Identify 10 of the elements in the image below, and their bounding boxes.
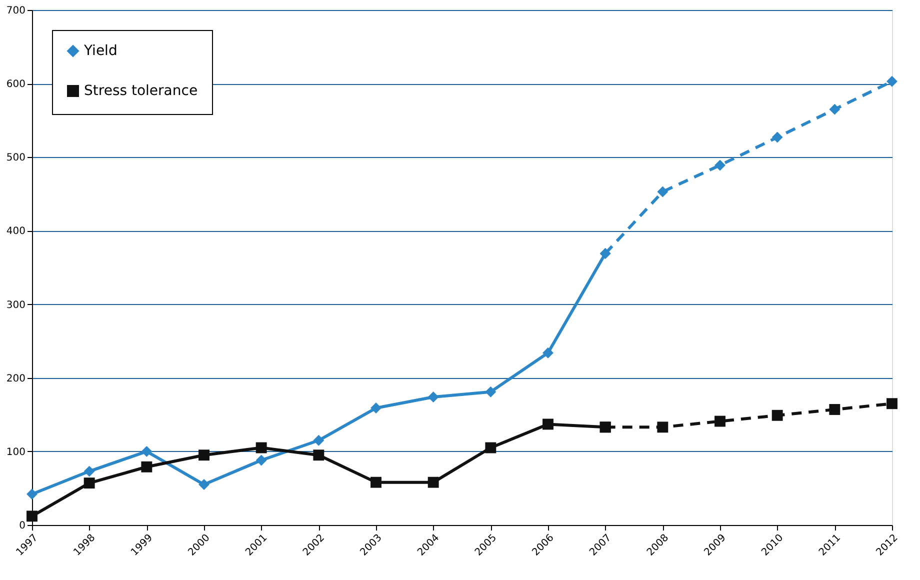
- y-tick-label: 100: [6, 446, 26, 458]
- y-tick-label: 400: [6, 226, 26, 238]
- y-tick-label: 700: [6, 6, 26, 16]
- y-tick-label: 300: [6, 300, 26, 311]
- y-tick-label: 0: [19, 520, 26, 532]
- y-tick-label: 200: [6, 373, 26, 384]
- y-tick-label: 600: [6, 79, 26, 90]
- legend-label: Stress tolerance: [84, 83, 198, 99]
- y-tick-label: 500: [6, 152, 26, 164]
- legend-label: Yield: [83, 43, 118, 59]
